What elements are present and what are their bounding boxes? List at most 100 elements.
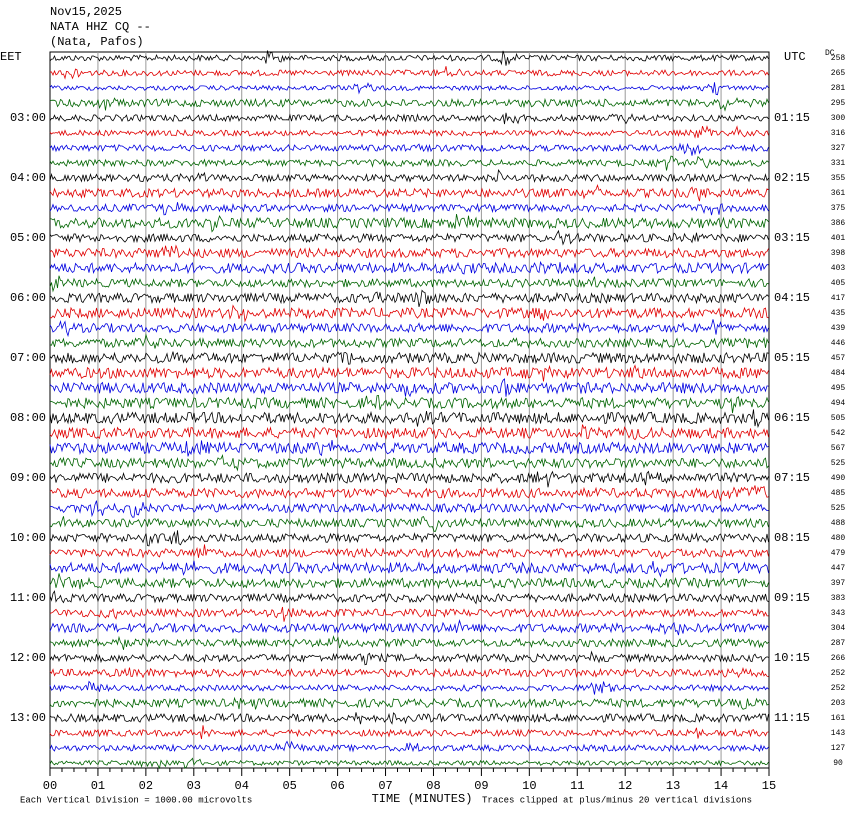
trace xyxy=(49,142,769,156)
dc-value: 383 xyxy=(831,594,846,603)
dc-value: 480 xyxy=(831,534,846,543)
dc-value: 484 xyxy=(831,369,846,378)
dc-value: 265 xyxy=(831,69,846,78)
trace xyxy=(49,740,769,753)
dc-value: 488 xyxy=(831,519,846,528)
dc-value: 542 xyxy=(831,429,846,438)
trace xyxy=(49,680,769,695)
x-tick-label: 11 xyxy=(570,779,584,793)
dc-value: 295 xyxy=(831,99,846,108)
right-time: 09:15 xyxy=(774,591,810,605)
dc-value: 397 xyxy=(831,579,846,588)
trace xyxy=(49,378,769,398)
right-zone: UTC xyxy=(784,50,806,64)
right-time: 02:15 xyxy=(774,171,810,185)
dc-value: 316 xyxy=(831,129,846,138)
left-time: 10:00 xyxy=(10,531,46,545)
trace xyxy=(49,573,769,590)
x-tick-label: 02 xyxy=(139,779,153,793)
dc-value: 331 xyxy=(831,159,846,168)
trace xyxy=(49,66,769,80)
left-time: 04:00 xyxy=(10,171,46,185)
left-time: 13:00 xyxy=(10,711,46,725)
dc-value: 300 xyxy=(831,114,846,123)
trace xyxy=(49,319,769,338)
x-tick-label: 13 xyxy=(666,779,680,793)
dc-value: 525 xyxy=(831,504,846,513)
x-tick-label: 01 xyxy=(91,779,105,793)
right-time: 10:15 xyxy=(774,651,810,665)
trace xyxy=(49,82,769,96)
trace xyxy=(49,112,769,125)
dc-value: 490 xyxy=(831,474,846,483)
right-time: 07:15 xyxy=(774,471,810,485)
right-time: 04:15 xyxy=(774,291,810,305)
x-tick-label: 10 xyxy=(522,779,536,793)
dc-value: 494 xyxy=(831,399,846,408)
dc-value: 252 xyxy=(831,684,846,693)
trace xyxy=(49,606,769,622)
date: Nov15,2025 xyxy=(50,5,122,19)
trace xyxy=(49,560,769,578)
dc-value: 361 xyxy=(831,189,846,198)
trace xyxy=(49,184,769,202)
trace xyxy=(49,618,769,636)
x-tick-label: 06 xyxy=(330,779,344,793)
trace xyxy=(49,50,769,66)
x-tick-label: 00 xyxy=(43,779,57,793)
x-tick-label: 12 xyxy=(618,779,632,793)
dc-value: 401 xyxy=(831,234,846,243)
dc-value: 161 xyxy=(831,714,846,723)
trace xyxy=(49,757,769,770)
x-tick-label: 05 xyxy=(282,779,296,793)
trace xyxy=(49,125,769,139)
left-zone: EET xyxy=(0,50,22,64)
right-time: 08:15 xyxy=(774,531,810,545)
x-tick-label: 03 xyxy=(187,779,201,793)
dc-value: 252 xyxy=(831,669,846,678)
dc-value: 304 xyxy=(831,624,846,633)
dc-value: 417 xyxy=(831,294,846,303)
trace xyxy=(49,202,769,216)
trace xyxy=(49,364,769,382)
trace xyxy=(49,155,769,171)
dc-value: 355 xyxy=(831,174,846,183)
dc-value: 525 xyxy=(831,459,846,468)
x-label: TIME (MINUTES) xyxy=(372,792,473,806)
dc-value: 505 xyxy=(831,414,846,423)
dc-value: 143 xyxy=(831,729,846,738)
trace xyxy=(49,454,769,472)
left-time: 06:00 xyxy=(10,291,46,305)
trace xyxy=(49,304,769,323)
x-tick-label: 08 xyxy=(426,779,440,793)
trace xyxy=(49,275,769,293)
left-time: 09:00 xyxy=(10,471,46,485)
trace xyxy=(49,229,769,246)
dc-value: 281 xyxy=(831,84,846,93)
left-time: 11:00 xyxy=(10,591,46,605)
left-time: 08:00 xyxy=(10,411,46,425)
trace xyxy=(49,409,769,429)
trace xyxy=(49,333,769,349)
dc-value: 386 xyxy=(831,219,846,228)
trace xyxy=(49,169,769,183)
trace xyxy=(49,395,769,414)
trace xyxy=(49,725,769,740)
left-time: 12:00 xyxy=(10,651,46,665)
trace xyxy=(49,244,769,260)
footer-right: Traces clipped at plus/minus 20 vertical… xyxy=(482,795,752,805)
dc-value: 479 xyxy=(831,549,846,558)
trace xyxy=(49,530,769,547)
left-time: 07:00 xyxy=(10,351,46,365)
dc-value: 435 xyxy=(831,309,846,318)
right-time: 05:15 xyxy=(774,351,810,365)
location: (Nata, Pafos) xyxy=(50,35,144,49)
trace xyxy=(49,635,769,650)
right-time: 03:15 xyxy=(774,231,810,245)
trace xyxy=(49,666,769,679)
dc-value: 203 xyxy=(831,699,846,708)
x-tick-label: 09 xyxy=(474,779,488,793)
trace xyxy=(49,260,769,275)
